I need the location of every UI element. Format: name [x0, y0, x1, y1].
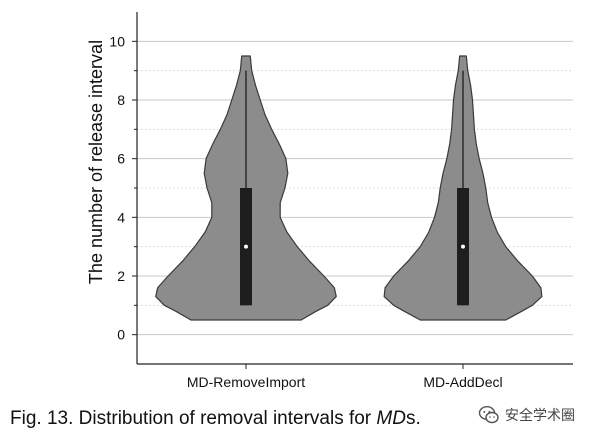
caption-prefix: Fig. 13. Distribution of removal interva… — [10, 408, 377, 429]
y-tick-label: 0 — [117, 327, 125, 343]
caption-emphasis: MD — [376, 408, 406, 429]
y-tick-label: 4 — [117, 209, 125, 225]
watermark: 安全学术圈 — [478, 404, 575, 426]
violins — [155, 55, 543, 321]
caption-suffix: s. — [405, 408, 421, 429]
y-tick-label: 6 — [117, 151, 125, 167]
y-tick-label: 2 — [117, 268, 125, 284]
x-tick-label: MD-AddDecl — [423, 374, 502, 390]
watermark-text: 安全学术圈 — [505, 408, 575, 424]
y-axis-label: The number of release interval — [86, 40, 106, 284]
median-marker — [244, 244, 248, 249]
y-tick-label: 10 — [109, 33, 125, 49]
median-marker — [461, 244, 465, 249]
axes: 0 2 4 6 8 10 MD-RemoveImport MD-AddDecl — [109, 12, 573, 390]
y-tick-label: 8 — [117, 92, 125, 108]
violin-chart: 0 2 4 6 8 10 MD-RemoveImport MD-AddDecl The num… — [86, 12, 573, 390]
x-tick-label: MD-RemoveImport — [187, 374, 305, 390]
wechat-icon — [478, 405, 499, 424]
figure-caption: Fig. 13. Distribution of removal interva… — [10, 408, 421, 430]
